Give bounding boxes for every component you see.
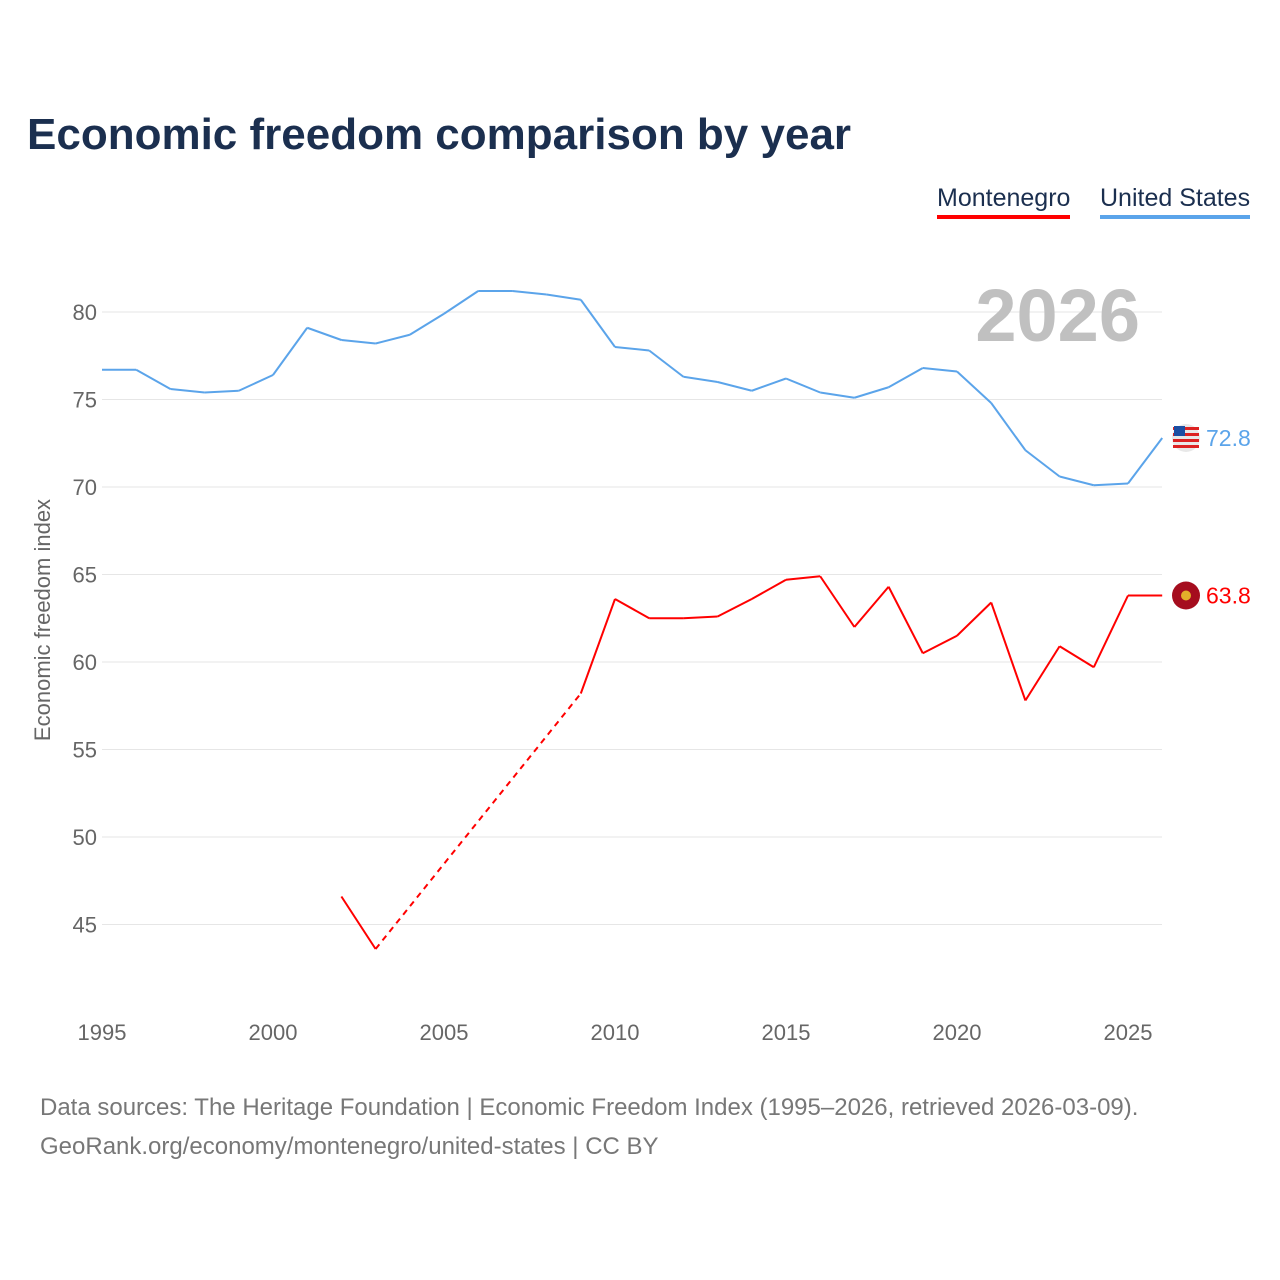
flag-emblem [1181,590,1191,601]
source-note: Data sources: The Heritage Foundation | … [40,1088,1138,1166]
x-tick-label: 2025 [1104,1020,1153,1045]
series-segment-united-states [1024,449,1061,478]
y-tick-label: 80 [73,300,97,325]
series-segment-montenegro [1024,645,1061,702]
series-segment-united-states [170,388,205,394]
end-label-montenegro: 63.8 [1206,583,1251,609]
series-segment-united-states [683,375,718,383]
series-segment-united-states [375,333,411,345]
chart-title: Economic freedom comparison by year [27,110,852,159]
series-segment-united-states [409,312,445,336]
x-tick-label: 2020 [933,1020,982,1045]
x-tick-label: 2005 [420,1020,469,1045]
series-segment-united-states [922,367,958,373]
series-segment-montenegro [785,575,821,581]
series-segment-united-states [956,370,992,404]
series-segment-united-states [820,391,855,399]
year-label: 2026 [975,274,1140,357]
y-tick-label: 55 [73,738,97,763]
legend-united-states[interactable]: United States [1100,184,1251,219]
series-segment-united-states [238,374,274,392]
series-segment-montenegro [922,634,958,655]
x-tick-label: 1995 [78,1020,127,1045]
y-axis-label: Economic freedom index [30,499,55,741]
source-line-2: GeoRank.org/economy/montenegro/united-st… [40,1133,659,1160]
y-tick-label: 50 [73,825,97,850]
series-segment-montenegro [340,895,377,950]
flag-stripe [1173,433,1199,436]
y-tick-label: 45 [73,913,97,938]
series-segment-united-states [785,377,821,394]
series-segment-united-states [135,368,171,390]
series-segment-united-states [204,389,239,394]
series-segment-united-states [717,381,753,392]
series-segment-montenegro [683,615,718,620]
series-segment-montenegro [887,586,924,654]
y-tick-label: 65 [73,563,97,588]
x-tick-label: 2015 [762,1020,811,1045]
series-segment-montenegro [1092,595,1129,668]
x-tick-label: 2010 [591,1020,640,1045]
series-segment-montenegro [374,692,582,950]
y-tick-label: 60 [73,650,97,675]
series-segment-montenegro [990,602,1027,701]
series-segment-montenegro [819,575,856,628]
series-segment-united-states [990,402,1027,451]
series-segment-united-states [614,346,650,352]
series-segment-united-states [546,293,581,301]
x-tick-label: 2000 [249,1020,298,1045]
y-tick-label: 70 [73,475,97,500]
series-segment-united-states [751,377,787,392]
series-segment-montenegro [614,598,650,620]
series-segment-united-states [854,386,889,399]
series-segment-montenegro [1059,645,1095,669]
series-segment-united-states [1127,437,1163,485]
flag-stripe [1173,439,1199,442]
series-segment-united-states [272,327,309,376]
series-segment-montenegro [717,598,753,618]
series-segment-united-states [306,326,342,341]
series-segment-montenegro [853,586,890,628]
flag-canton [1174,426,1185,436]
end-label-united-states: 72.8 [1206,425,1251,451]
series-segment-united-states [512,290,547,296]
series-segment-united-states [648,349,685,378]
flag-stripe [1173,427,1199,430]
series-segment-montenegro [579,598,616,694]
legend-montenegro[interactable]: Montenegro [937,184,1071,219]
series-segment-united-states [579,299,616,348]
series-segment-united-states [1059,475,1095,487]
series-segment-montenegro [956,601,992,637]
series-segment-united-states [341,339,376,345]
series-segment-montenegro [751,578,787,600]
series-segment-united-states [443,290,479,315]
source-line-1: Data sources: The Heritage Foundation | … [40,1094,1139,1121]
series-segment-united-states [1093,482,1129,487]
flag-stripe [1173,445,1199,448]
y-tick-label: 75 [73,388,97,413]
series-segment-united-states [888,367,924,389]
